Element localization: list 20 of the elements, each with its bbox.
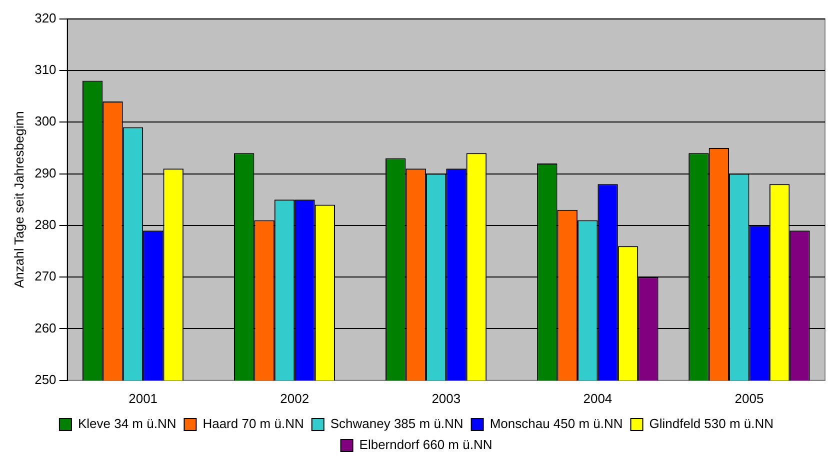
legend-label: Schwaney 385 m ü.NN [330,416,464,432]
y-tick-label: 280 [34,217,56,232]
y-tick-label: 320 [34,10,56,26]
legend-label: Glindfeld 530 m ü.NN [649,416,774,432]
legend-label: Elberndorf 660 m ü.NN [359,437,492,452]
y-tick-label: 260 [34,320,56,336]
x-tick-label: 2001 [128,390,158,406]
y-tick-label: 250 [34,372,56,387]
legend-label: Monschau 450 m ü.NN [490,416,623,432]
legend-label: Haard 70 m ü.NN [202,416,304,432]
y-tick-label: 300 [34,114,56,129]
x-tick-label: 2003 [432,390,461,406]
legend-label: Kleve 34 m ü.NN [78,416,176,432]
y-tick-label: 270 [34,268,56,284]
y-axis-title: Anzahl Tage seit Jahresbeginn [11,111,26,288]
x-tick-label: 2002 [280,390,310,406]
x-tick-label: 2005 [734,390,764,406]
x-tick-label: 2004 [583,390,612,406]
y-tick-label: 290 [34,165,56,180]
y-tick-label: 310 [34,62,56,78]
